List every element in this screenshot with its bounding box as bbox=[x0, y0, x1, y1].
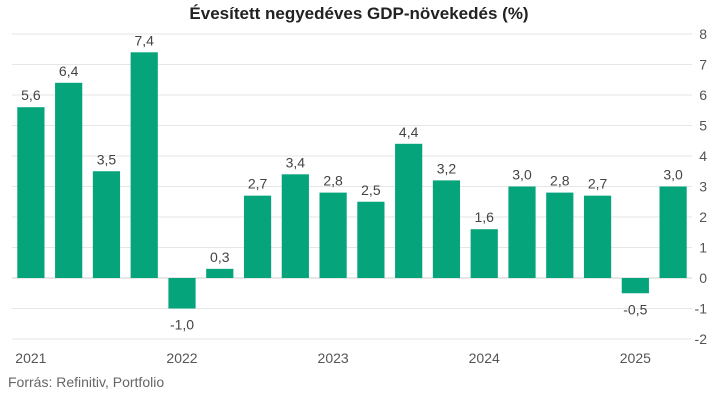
y-axis: 8 7 6 5 4 3 2 1 0 -1 -2 bbox=[695, 26, 708, 347]
data-label: 0,3 bbox=[210, 249, 230, 265]
bar bbox=[130, 52, 158, 278]
data-label: 4,4 bbox=[399, 124, 419, 140]
bar bbox=[621, 278, 649, 294]
bar bbox=[92, 171, 121, 278]
y-tick-label: 2 bbox=[699, 209, 707, 225]
chart-title: Évesített negyedéves GDP-növekedés (%) bbox=[189, 4, 529, 23]
bar bbox=[357, 201, 385, 278]
data-label: 3,4 bbox=[286, 154, 306, 170]
y-tick-label: 8 bbox=[699, 26, 707, 42]
y-tick-label: -2 bbox=[695, 331, 708, 347]
bar bbox=[281, 174, 309, 278]
bar bbox=[243, 195, 272, 278]
y-tick-label: 0 bbox=[699, 270, 707, 286]
bar bbox=[659, 186, 687, 278]
x-axis: 2021 2022 2023 2024 2025 bbox=[15, 350, 651, 366]
bar bbox=[470, 229, 498, 278]
x-tick-label: 2022 bbox=[166, 350, 197, 366]
x-tick-label: 2021 bbox=[15, 350, 46, 366]
source-note: Forrás: Refinitiv, Portfolio bbox=[8, 374, 165, 390]
data-label: 5,6 bbox=[21, 87, 41, 103]
data-label: -1,0 bbox=[170, 317, 194, 333]
y-tick-label: 7 bbox=[699, 57, 707, 73]
bars bbox=[17, 52, 687, 309]
bar bbox=[546, 192, 574, 278]
bar bbox=[432, 180, 461, 278]
data-label: 2,7 bbox=[248, 176, 268, 192]
bar bbox=[168, 278, 196, 309]
bar bbox=[395, 143, 423, 278]
y-tick-label: -1 bbox=[695, 301, 708, 317]
data-label: 1,6 bbox=[474, 209, 494, 225]
bar bbox=[55, 82, 83, 278]
bar bbox=[206, 268, 234, 278]
y-tick-label: 6 bbox=[699, 87, 707, 103]
bar bbox=[17, 107, 45, 278]
data-label: 3,5 bbox=[97, 151, 117, 167]
data-label: 2,5 bbox=[361, 182, 381, 198]
data-label: -0,5 bbox=[623, 301, 647, 317]
bar bbox=[508, 186, 536, 278]
data-label: 2,8 bbox=[323, 173, 343, 189]
x-tick-label: 2024 bbox=[469, 350, 500, 366]
data-label: 7,4 bbox=[134, 32, 154, 48]
y-tick-label: 5 bbox=[699, 118, 707, 134]
data-label: 2,8 bbox=[550, 173, 570, 189]
y-tick-label: 4 bbox=[699, 148, 707, 164]
gridlines bbox=[12, 33, 692, 340]
data-label: 3,2 bbox=[437, 160, 457, 176]
x-tick-label: 2025 bbox=[620, 350, 651, 366]
data-label: 2,7 bbox=[588, 176, 608, 192]
y-tick-label: 1 bbox=[699, 240, 707, 256]
y-tick-label: 3 bbox=[699, 179, 707, 195]
data-label: 6,4 bbox=[59, 63, 79, 79]
bar bbox=[583, 195, 612, 278]
data-label: 3,0 bbox=[663, 167, 683, 183]
x-tick-label: 2023 bbox=[318, 350, 349, 366]
bar bbox=[319, 192, 347, 278]
data-label: 3,0 bbox=[512, 167, 532, 183]
data-labels: 5,6 6,4 3,5 7,4 -1,0 0,3 2,7 3,4 2,8 2,5 4,4 3,2 1,6… bbox=[21, 32, 683, 332]
